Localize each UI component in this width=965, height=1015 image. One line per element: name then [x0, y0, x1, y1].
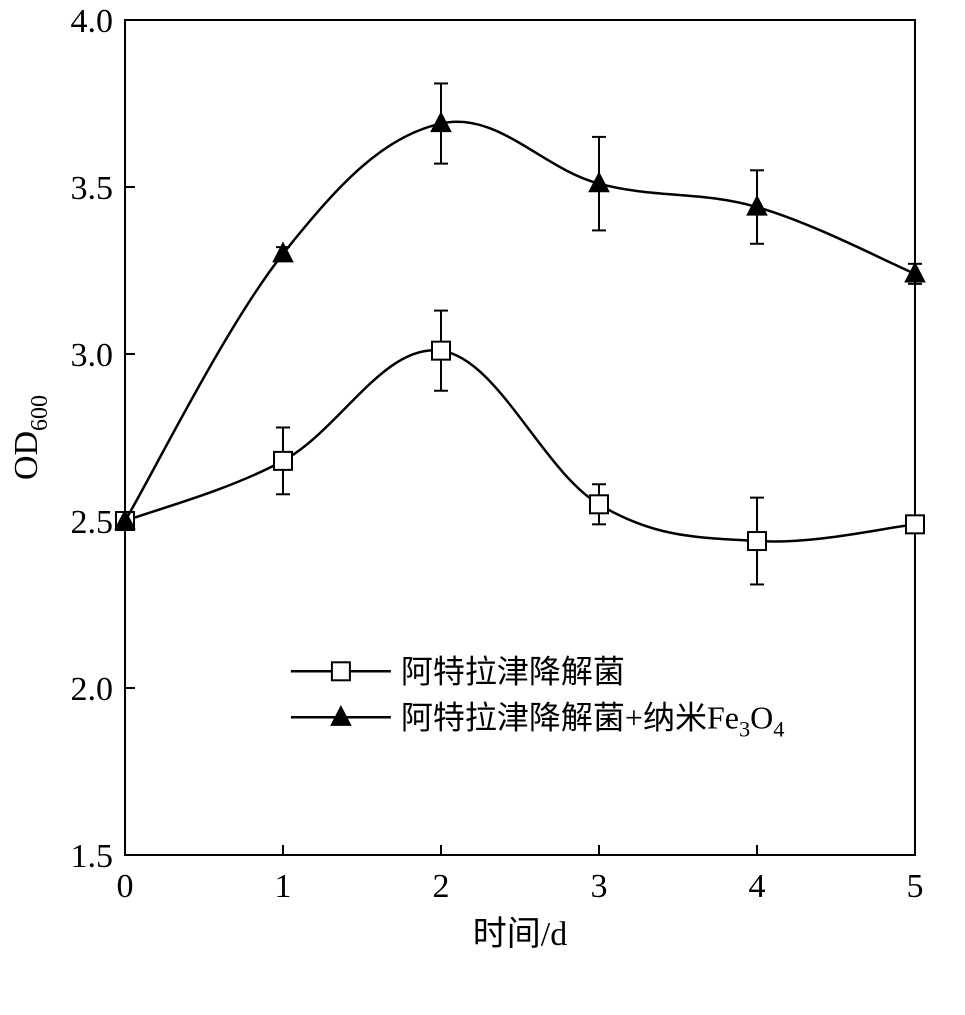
legend-label: 阿特拉津降解菌+纳米Fe3O4: [401, 700, 785, 742]
x-tick-label: 0: [117, 868, 134, 905]
legend-label: 阿特拉津降解菌: [401, 654, 625, 690]
y-tick-label: 3.5: [71, 170, 114, 207]
x-tick-label: 1: [275, 868, 292, 905]
y-tick-label: 1.5: [71, 838, 114, 875]
x-tick-label: 3: [591, 868, 608, 905]
chart-container: 0123451.52.02.53.03.54.0时间/dOD600阿特拉津降解菌…: [0, 0, 965, 1015]
y-tick-label: 2.0: [71, 671, 114, 708]
line-chart: 0123451.52.02.53.03.54.0时间/dOD600阿特拉津降解菌…: [0, 0, 965, 1015]
x-tick-label: 2: [433, 868, 450, 905]
y-tick-label: 2.5: [71, 504, 114, 541]
x-tick-label: 4: [749, 868, 766, 905]
x-axis-label: 时间/d: [473, 916, 567, 953]
x-tick-label: 5: [907, 868, 924, 905]
y-tick-label: 3.0: [71, 337, 114, 374]
y-tick-label: 4.0: [71, 3, 114, 40]
